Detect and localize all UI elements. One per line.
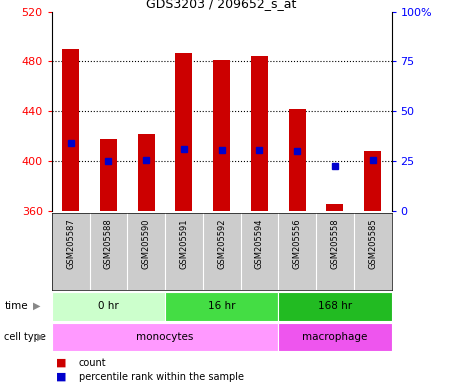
Text: GSM205591: GSM205591 [180, 218, 189, 269]
Bar [176, 53, 192, 211]
Text: monocytes: monocytes [136, 332, 194, 342]
Bar [288, 109, 306, 211]
Text: GSM205590: GSM205590 [142, 218, 151, 269]
Text: GSM205587: GSM205587 [66, 218, 75, 269]
Text: GSM205556: GSM205556 [292, 218, 302, 269]
Bar [364, 151, 381, 211]
Text: ▶: ▶ [33, 301, 40, 311]
Bar [213, 60, 230, 211]
Text: GSM205558: GSM205558 [330, 218, 339, 269]
Text: GSM205585: GSM205585 [368, 218, 377, 269]
Bar [165, 292, 278, 321]
Text: ▶: ▶ [37, 332, 45, 342]
Text: macrophage: macrophage [302, 332, 368, 342]
Title: GDS3203 / 209652_s_at: GDS3203 / 209652_s_at [146, 0, 297, 10]
Text: GSM205588: GSM205588 [104, 218, 113, 269]
Text: ■: ■ [56, 372, 67, 382]
Text: percentile rank within the sample: percentile rank within the sample [79, 372, 244, 382]
Bar [62, 49, 79, 211]
Bar [326, 204, 343, 211]
Bar [52, 323, 278, 351]
Text: cell type: cell type [4, 332, 46, 342]
Text: time: time [4, 301, 28, 311]
Text: GSM205592: GSM205592 [217, 218, 226, 269]
Bar [100, 139, 117, 211]
Text: 168 hr: 168 hr [318, 301, 352, 311]
Bar [251, 56, 268, 211]
Bar [52, 292, 165, 321]
Text: GSM205594: GSM205594 [255, 218, 264, 269]
Bar [278, 292, 392, 321]
Bar [138, 134, 155, 211]
Text: count: count [79, 358, 106, 368]
Text: 0 hr: 0 hr [98, 301, 119, 311]
Text: 16 hr: 16 hr [208, 301, 235, 311]
Bar [278, 323, 392, 351]
Text: ■: ■ [56, 358, 67, 368]
